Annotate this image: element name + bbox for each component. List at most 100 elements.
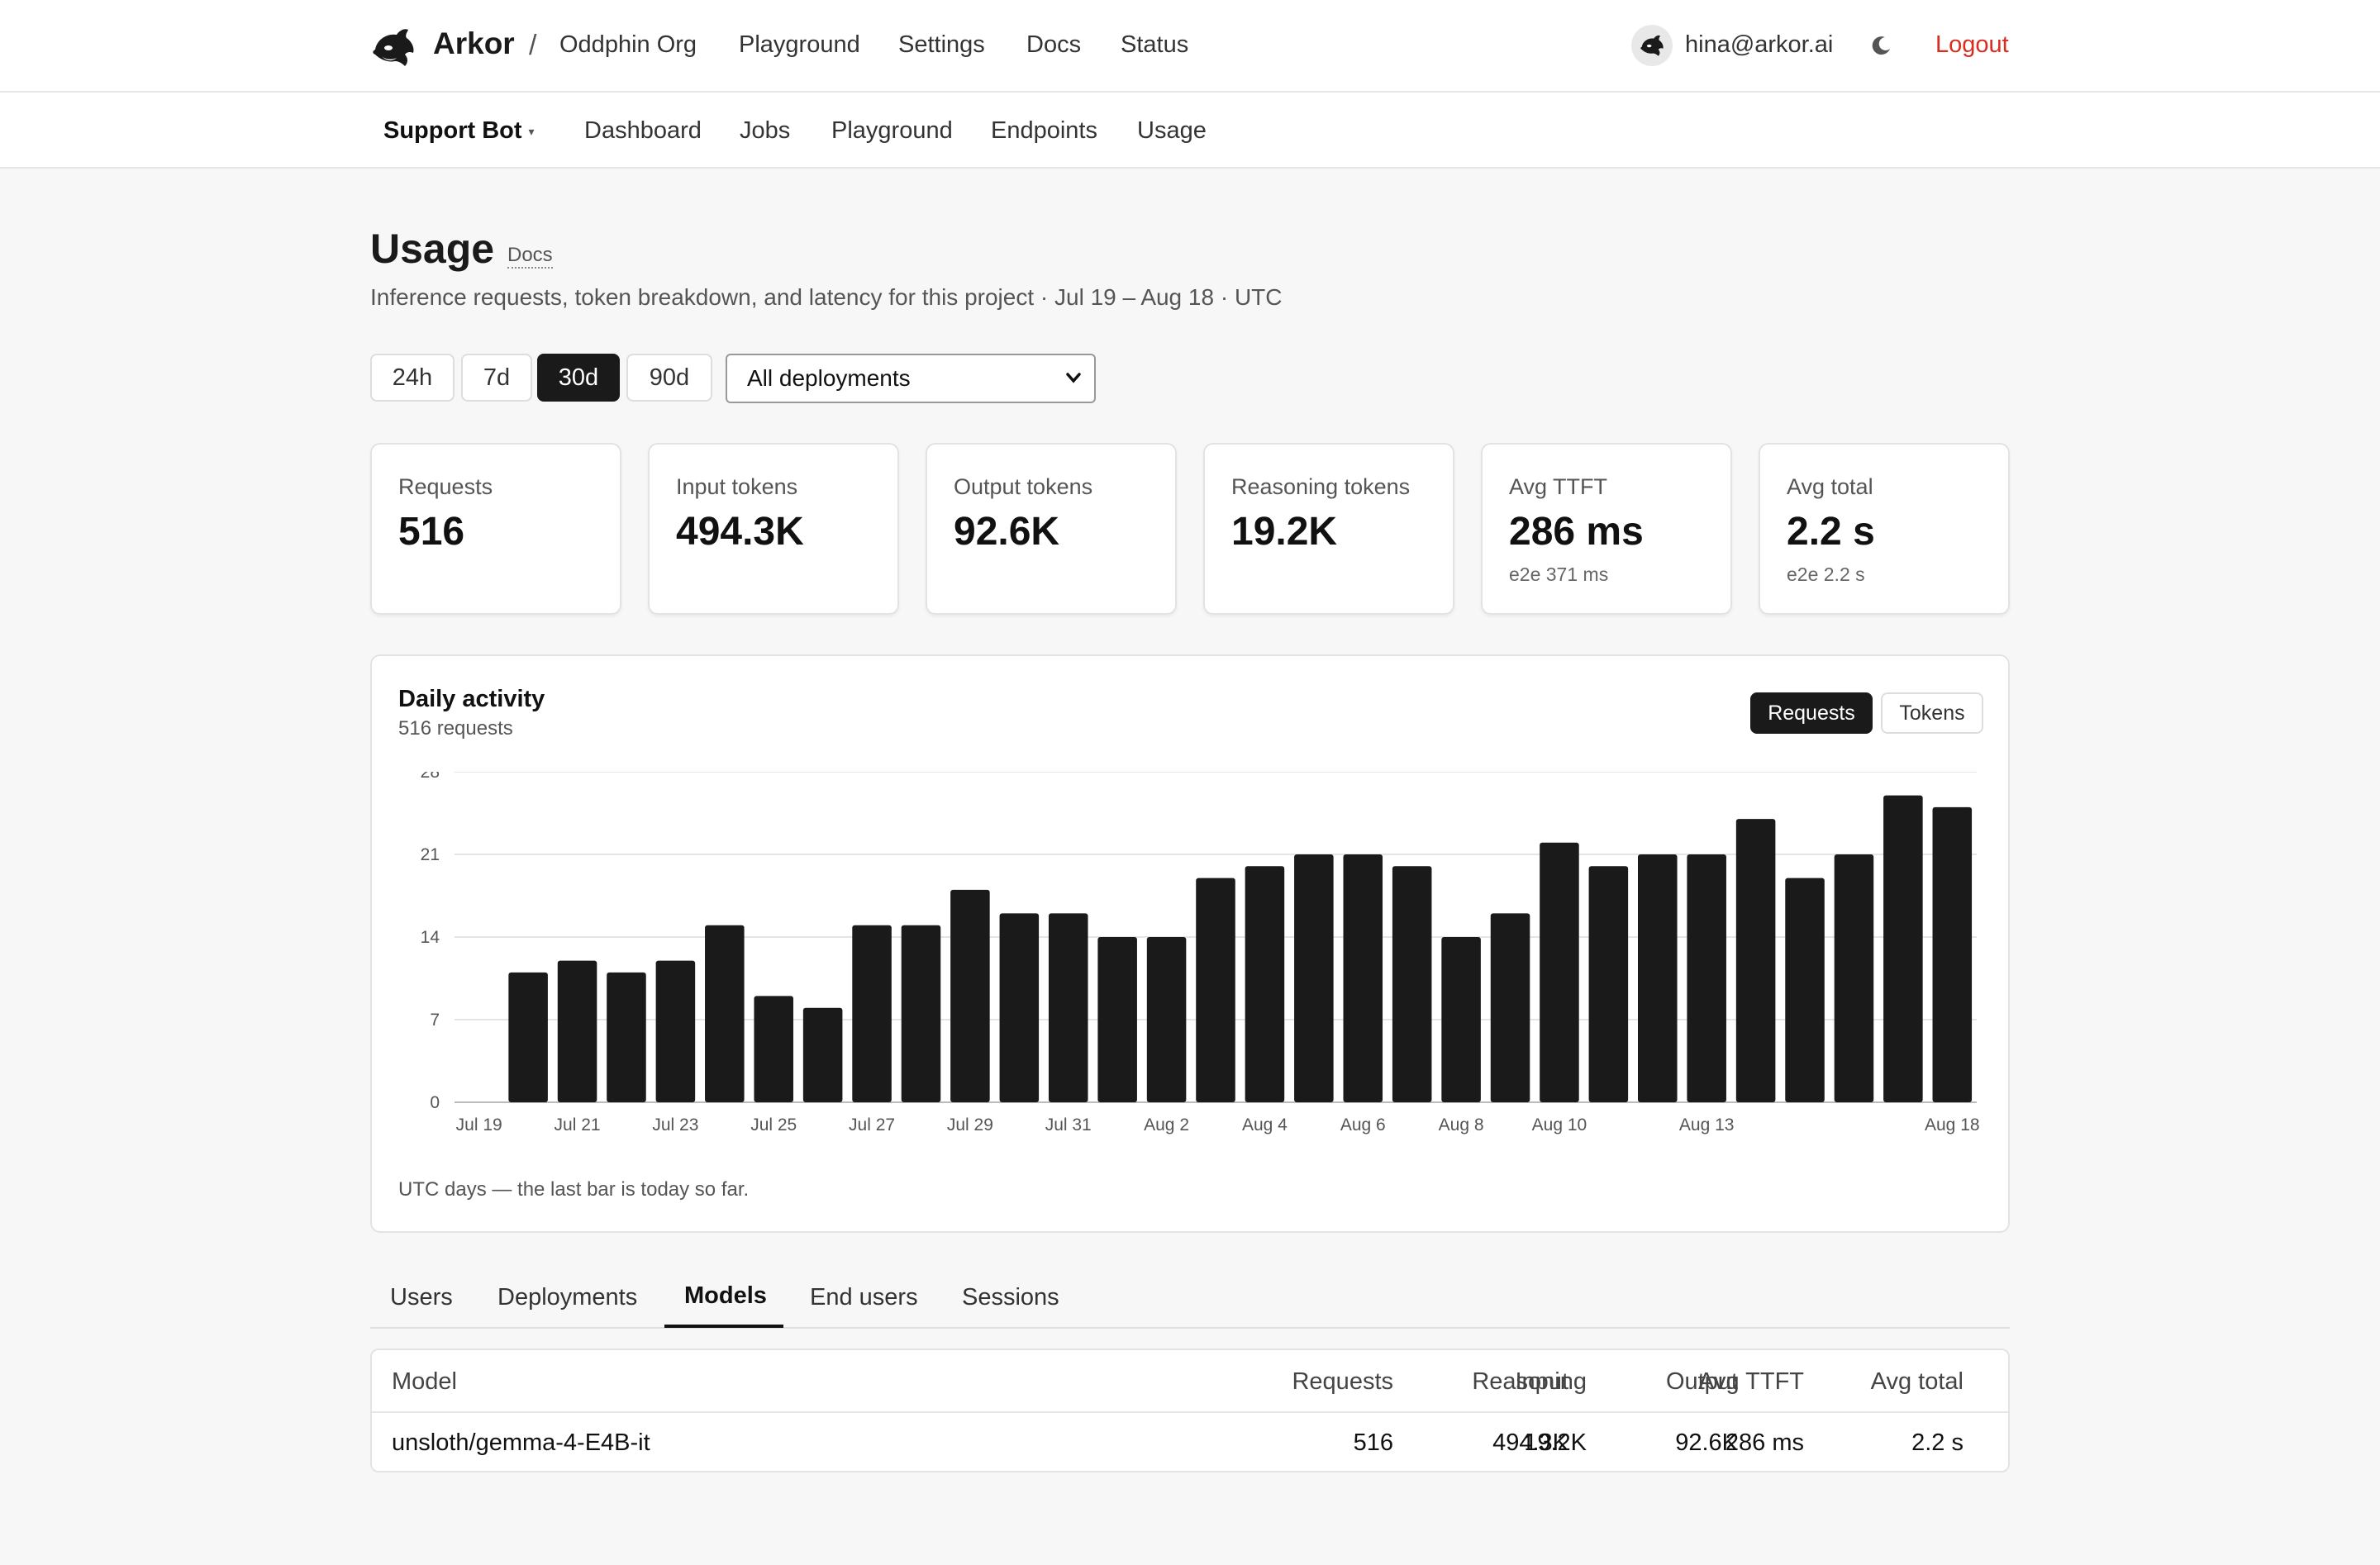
stat-card-output-tokens: Output tokens 92.6K [926,443,1177,615]
range-90d-button[interactable]: 90d [626,354,712,402]
stat-card-input-tokens: Input tokens 494.3K [648,443,899,615]
avatar[interactable] [1631,25,1673,66]
range-24h-button[interactable]: 24h [370,354,455,402]
stat-label: Input tokens [676,474,798,499]
daily-activity-chart: 0 7 14 21 28 Jul 19 Jul 21 Jul 23 Jul 25 Jul 27 Ju… [421,772,1980,1135]
bar[interactable] [802,1007,843,1102]
x-tick-label: Aug 10 [1532,1115,1587,1135]
bar[interactable] [950,889,990,1102]
tab-deployments[interactable]: Deployments [497,1284,638,1311]
breadcrumb-separator: / [529,30,537,61]
bar[interactable] [655,960,696,1102]
y-tick-label: 28 [421,772,440,782]
project-switcher[interactable]: Support Bot ▾ [383,117,535,145]
bar[interactable] [1146,937,1187,1102]
stat-value: 516 [398,510,465,554]
bar[interactable] [1540,842,1579,1102]
column-header-avg-total[interactable]: Avg total [1870,1368,1963,1395]
bar[interactable] [508,972,548,1102]
x-tick-label: Aug 18 [1925,1115,1980,1135]
tab-sessions[interactable]: Sessions [962,1284,1059,1311]
stat-card-requests: Requests 516 [370,443,621,615]
column-header-output[interactable]: Output [1665,1368,1738,1395]
y-tick-label: 21 [421,845,440,864]
page-title: Usage [370,226,495,272]
cell-model: unsloth/gemma-4-E4B-it [392,1429,650,1456]
bar[interactable] [1343,854,1383,1102]
subnav-endpoints[interactable]: Endpoints [991,117,1097,144]
bar[interactable] [901,925,941,1102]
bar[interactable] [852,925,892,1102]
subnav-playground[interactable]: Playground [831,117,953,144]
subnav-usage[interactable]: Usage [1137,117,1207,144]
subnav-jobs[interactable]: Jobs [740,117,791,144]
x-tick-label: Aug 6 [1340,1115,1386,1135]
stat-subvalue: e2e 371 ms [1509,564,1609,585]
x-tick-label: Jul 25 [750,1115,797,1135]
orca-logo-icon[interactable] [370,25,416,69]
stat-card-reasoning-tokens: Reasoning tokens 19.2K [1203,443,1454,615]
column-header-requests[interactable]: Requests [1292,1368,1393,1395]
column-header-reasoning[interactable]: Reasoning [1472,1368,1587,1395]
x-tick-label: Aug 2 [1144,1115,1189,1135]
row-divider [372,1411,2008,1413]
bar[interactable] [1048,913,1088,1102]
bar[interactable] [999,913,1040,1102]
bar[interactable] [754,996,793,1102]
cell-avg-total: 2.2 s [1911,1429,1963,1456]
cell-output: 92.6K [1675,1429,1738,1456]
bar[interactable] [607,972,646,1102]
subnav-dashboard[interactable]: Dashboard [584,117,702,144]
toggle-tokens-button[interactable]: Tokens [1881,692,1983,734]
bar[interactable] [1834,854,1874,1102]
bar[interactable] [1638,854,1678,1102]
nav-docs[interactable]: Docs [1026,31,1082,58]
bar[interactable] [1687,854,1726,1102]
range-7d-button[interactable]: 7d [461,354,532,402]
user-email[interactable]: hina@arkor.ai [1685,31,1834,58]
stat-label: Reasoning tokens [1231,474,1411,499]
y-tick-label: 7 [430,1011,440,1030]
org-switcher[interactable]: Oddphin Org [559,31,697,58]
bar[interactable] [705,925,745,1102]
column-header-avg-ttft[interactable]: Avg TTFT [1698,1368,1804,1395]
bar[interactable] [557,960,597,1102]
nav-status[interactable]: Status [1121,31,1189,58]
docs-link[interactable]: Docs [507,244,553,269]
toggle-requests-button[interactable]: Requests [1750,692,1873,734]
nav-settings[interactable]: Settings [898,31,985,58]
nav-playground[interactable]: Playground [739,31,860,58]
tab-end-users[interactable]: End users [810,1284,918,1311]
stat-value: 92.6K [954,510,1060,554]
x-tick-label: Jul 19 [456,1115,502,1135]
bar[interactable] [1196,878,1235,1102]
bar[interactable] [1785,878,1825,1102]
brand-name[interactable]: Arkor [433,26,515,60]
cell-reasoning: 19.2K [1524,1429,1587,1456]
chevron-down-icon [1066,373,1081,383]
column-header-input[interactable]: Input [1515,1368,1569,1395]
bar[interactable] [1883,795,1923,1102]
bar[interactable] [1932,806,1973,1102]
column-header-model[interactable]: Model [392,1368,457,1395]
tabs-divider [370,1327,2010,1329]
avatar-orca-icon [1640,35,1664,56]
bar[interactable] [1097,937,1137,1102]
x-tick-label: Aug 4 [1242,1115,1288,1135]
deployment-select[interactable]: All deployments [726,354,1096,403]
bar[interactable] [1245,866,1285,1102]
tab-models[interactable]: Models [684,1282,767,1309]
active-tab-indicator [664,1325,783,1328]
bar[interactable] [1588,866,1629,1102]
bar[interactable] [1735,819,1776,1102]
tab-users[interactable]: Users [390,1284,453,1311]
logout-button[interactable]: Logout [1935,31,2009,58]
moon-icon[interactable] [1871,35,1892,56]
range-30d-button[interactable]: 30d [537,354,620,402]
bar[interactable] [1490,913,1530,1102]
chart-subtitle: 516 requests [398,717,513,740]
bar[interactable] [1392,866,1432,1102]
x-tick-label: Jul 31 [1045,1115,1092,1135]
bar[interactable] [1294,854,1334,1102]
bar[interactable] [1441,937,1481,1102]
